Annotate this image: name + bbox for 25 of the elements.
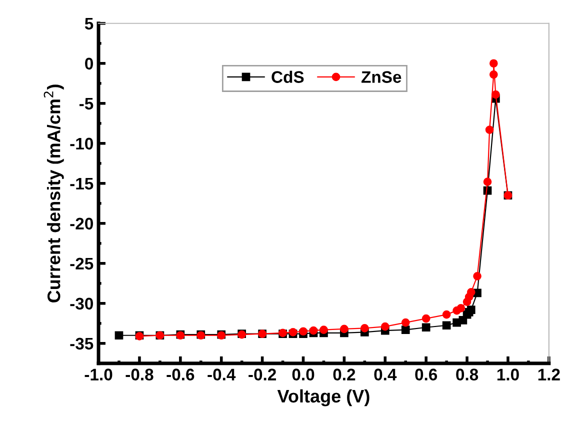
x-tick-label: 0.4 (374, 368, 397, 380)
x-tick-label: 0.2 (333, 368, 356, 380)
y-axis-title: Current density (mA/cm$^{2}$) (44, 84, 64, 302)
x-tick-label: -0.4 (208, 368, 236, 380)
x-tick-label: -1.0 (84, 368, 112, 380)
y-tick-label: -30 (70, 298, 93, 310)
y-tick-label: -20 (70, 218, 93, 230)
y-tick-label: -35 (70, 338, 94, 350)
x-tick-label: 0.6 (415, 368, 438, 380)
y-tick-label: -25 (70, 258, 94, 270)
x-tick-label: -0.8 (126, 368, 154, 380)
y-tick-label: 5 (84, 18, 94, 30)
x-tick-label: 0.8 (456, 368, 478, 380)
x-axis-title: Voltage (V) (277, 389, 370, 406)
y-tick-label: 0 (85, 58, 93, 70)
y-tick-label: -5 (79, 98, 94, 110)
x-tick-label: 1.2 (538, 368, 560, 380)
y-tick-label: -10 (70, 138, 93, 150)
x-tick-label: -0.2 (248, 368, 276, 380)
legend-label: ZnSe (362, 71, 402, 83)
x-tick-label: -0.6 (166, 368, 194, 380)
x-tick-label: 1.0 (497, 368, 519, 380)
legend-label: CdS (272, 70, 304, 83)
y-tick-label: -15 (70, 178, 94, 190)
x-tick-label: 0.0 (292, 368, 314, 380)
